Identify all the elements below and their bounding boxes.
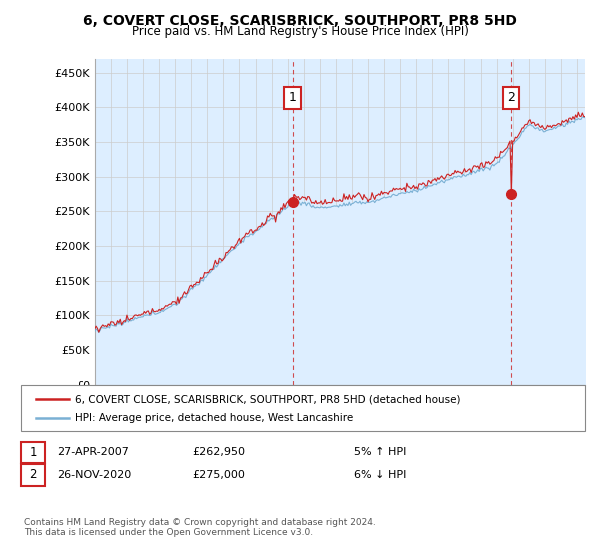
Text: 1: 1 xyxy=(289,91,297,104)
Text: £275,000: £275,000 xyxy=(192,470,245,480)
Text: 27-APR-2007: 27-APR-2007 xyxy=(57,447,129,458)
Text: 1: 1 xyxy=(29,446,37,459)
Text: Contains HM Land Registry data © Crown copyright and database right 2024.
This d: Contains HM Land Registry data © Crown c… xyxy=(24,518,376,538)
Text: HPI: Average price, detached house, West Lancashire: HPI: Average price, detached house, West… xyxy=(75,413,353,423)
Text: 2: 2 xyxy=(507,91,515,104)
Text: £262,950: £262,950 xyxy=(192,447,245,458)
Text: Price paid vs. HM Land Registry's House Price Index (HPI): Price paid vs. HM Land Registry's House … xyxy=(131,25,469,38)
Text: 5% ↑ HPI: 5% ↑ HPI xyxy=(354,447,406,458)
Text: 6, COVERT CLOSE, SCARISBRICK, SOUTHPORT, PR8 5HD (detached house): 6, COVERT CLOSE, SCARISBRICK, SOUTHPORT,… xyxy=(75,394,461,404)
Text: 26-NOV-2020: 26-NOV-2020 xyxy=(57,470,131,480)
Text: 6, COVERT CLOSE, SCARISBRICK, SOUTHPORT, PR8 5HD: 6, COVERT CLOSE, SCARISBRICK, SOUTHPORT,… xyxy=(83,14,517,28)
Text: 2: 2 xyxy=(29,468,37,482)
Text: 6% ↓ HPI: 6% ↓ HPI xyxy=(354,470,406,480)
